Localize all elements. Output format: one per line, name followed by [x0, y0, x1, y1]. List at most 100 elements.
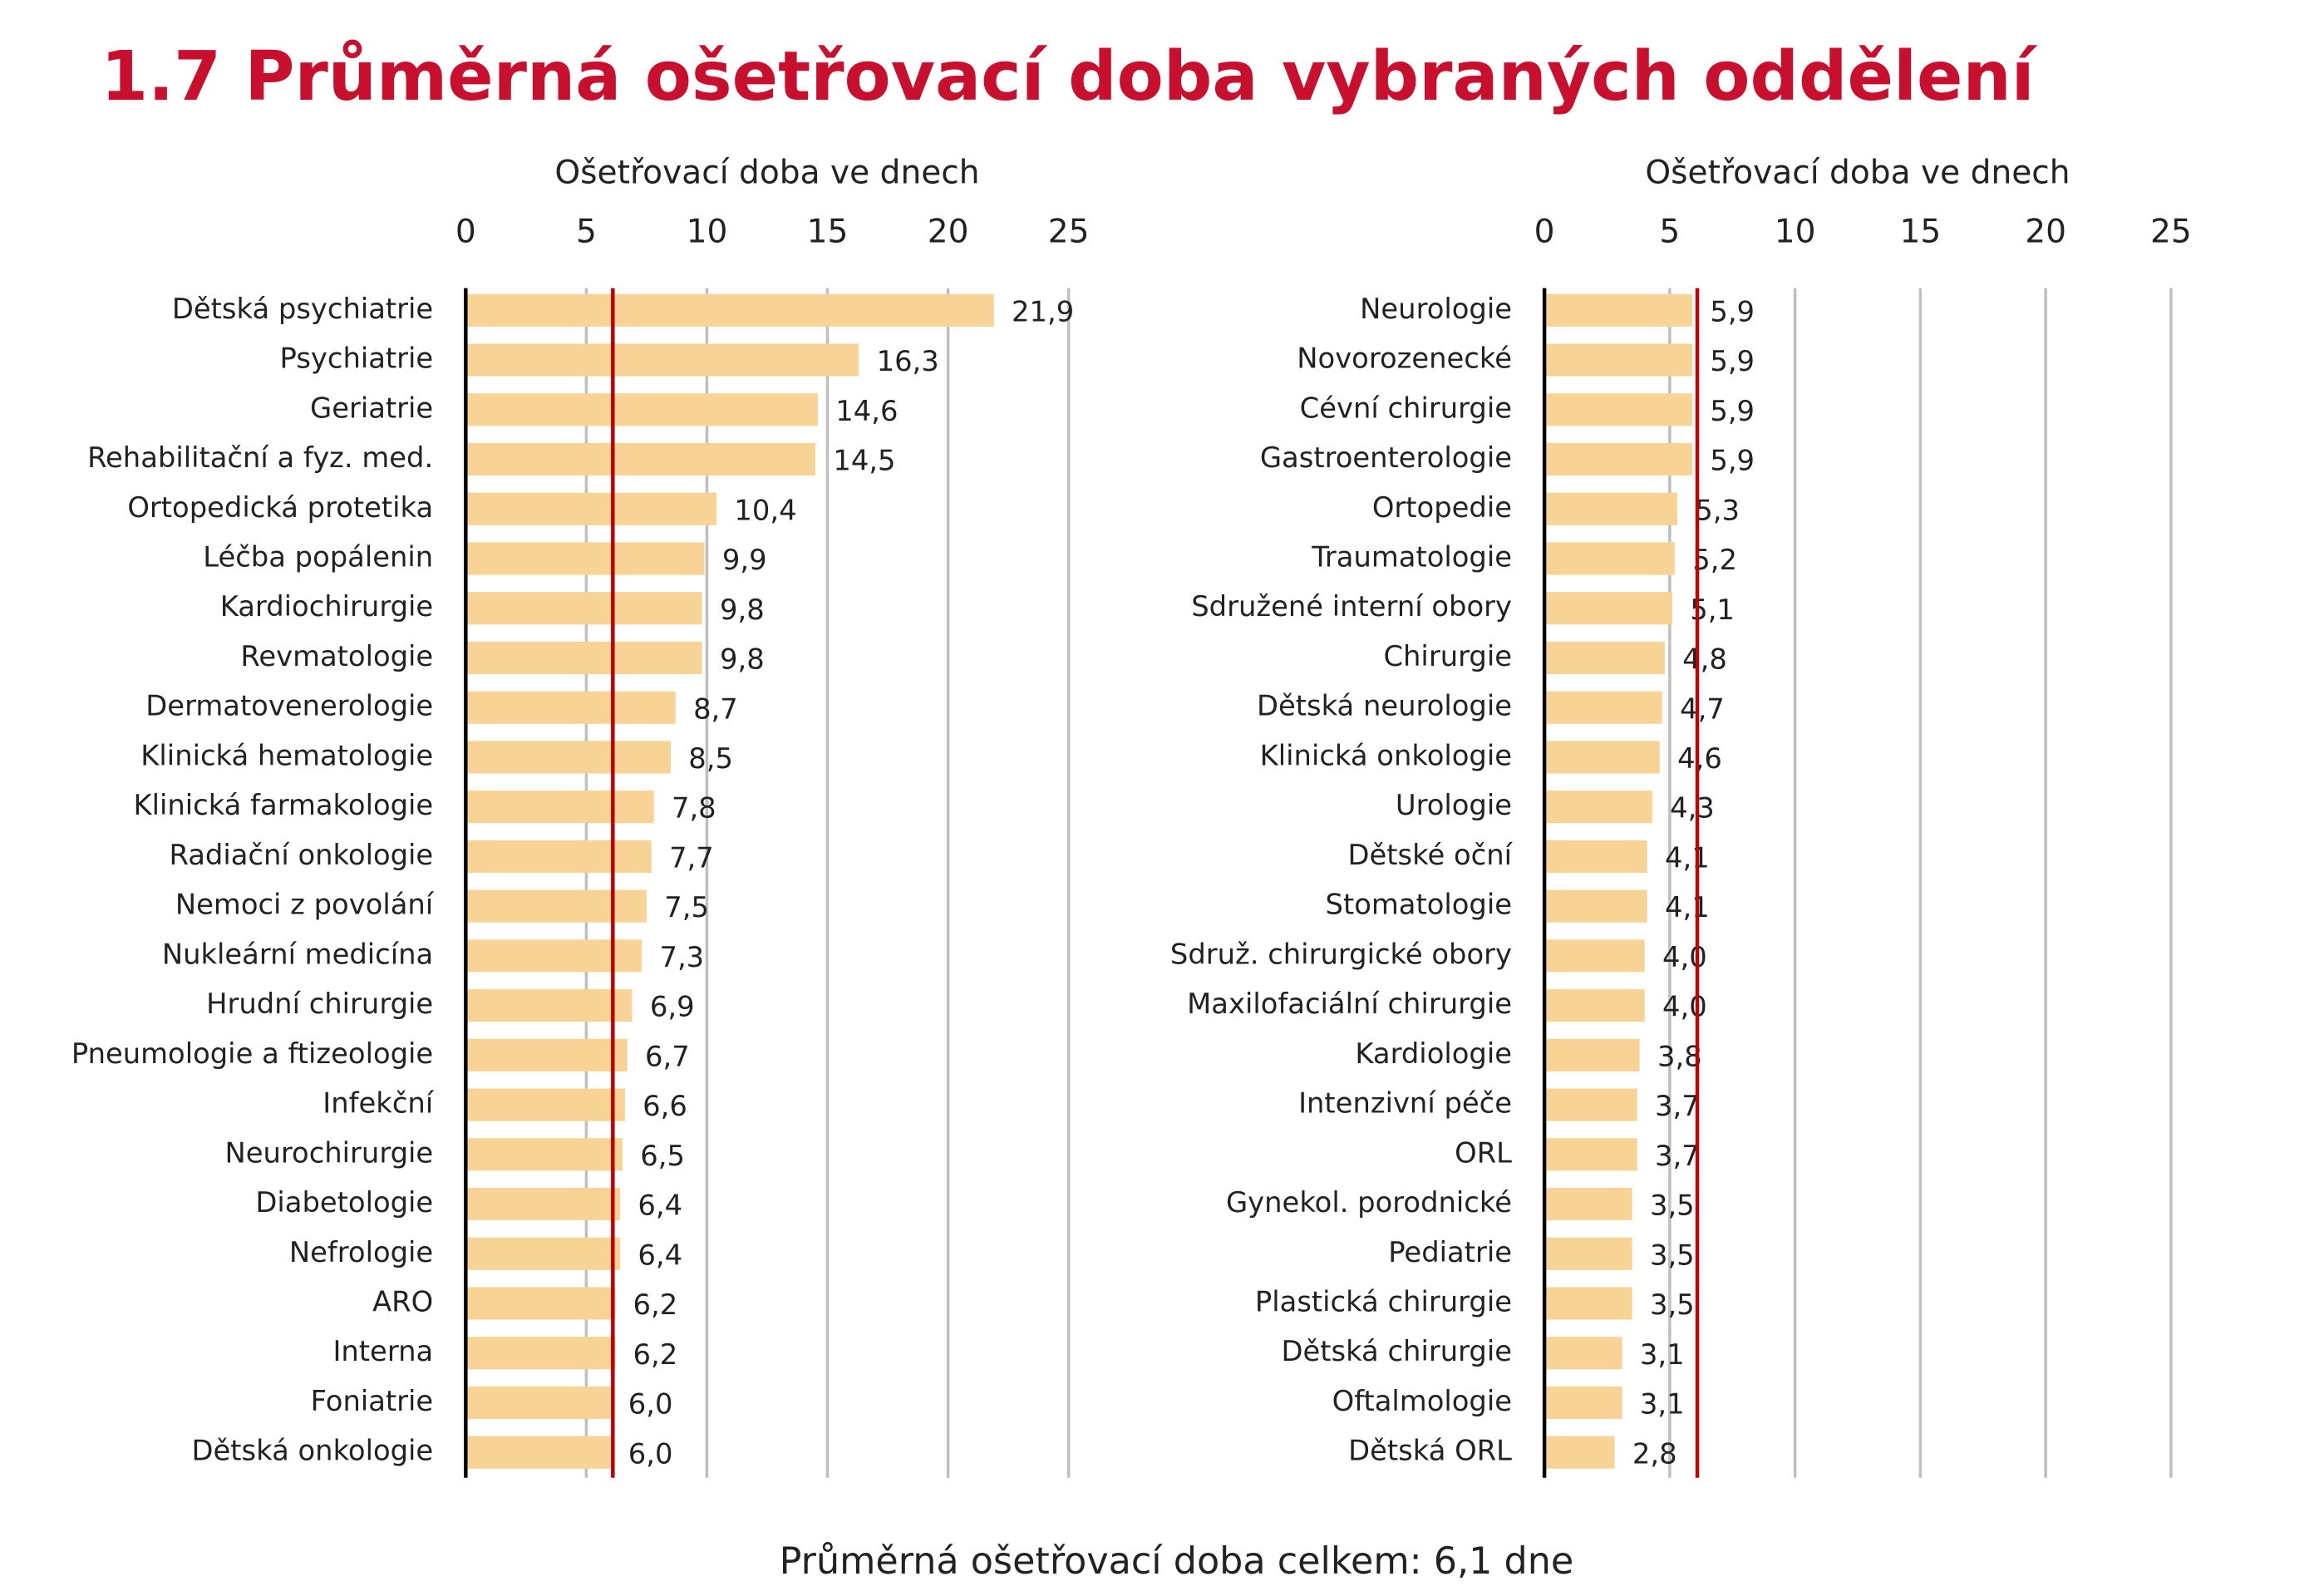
value-label: 6,7 — [645, 1040, 690, 1072]
x-tick-label: 20 — [2025, 213, 2066, 250]
value-label: 4,3 — [1670, 792, 1715, 825]
category-label: Intenzivní péče — [1298, 1087, 1512, 1120]
x-axis-label: Ošetřovací doba ve dnech — [554, 154, 979, 191]
bar — [465, 1088, 625, 1121]
x-tick-label: 10 — [1775, 213, 1816, 250]
category-label: Foniatrie — [311, 1385, 434, 1417]
value-label: 8,5 — [688, 742, 733, 775]
value-label: 7,7 — [669, 841, 714, 874]
value-label: 6,9 — [650, 991, 695, 1023]
category-label: Dětská ORL — [1348, 1435, 1512, 1467]
category-label: ARO — [372, 1286, 433, 1318]
bar — [465, 442, 816, 476]
category-label: Dětské oční — [1348, 839, 1514, 871]
bar — [1544, 1337, 1622, 1370]
bar — [1544, 1436, 1615, 1469]
category-label: Ortopedická protetika — [127, 491, 433, 524]
category-label: Sdružené interní obory — [1191, 590, 1512, 623]
category-label: Urologie — [1396, 789, 1512, 821]
x-tick-label: 25 — [2150, 213, 2192, 250]
x-tick-label: 15 — [807, 213, 849, 250]
page-title: 1.7 Průměrná ošetřovací doba vybraných o… — [101, 37, 2037, 116]
bar — [1544, 442, 1693, 476]
x-axis-label: Ošetřovací doba ve dnech — [1645, 154, 2070, 191]
bar — [465, 641, 702, 675]
bar — [465, 691, 676, 724]
x-tick-label: 5 — [576, 213, 597, 250]
bar — [1544, 492, 1677, 525]
value-label: 2,8 — [1632, 1437, 1677, 1470]
category-label: Radiační onkologie — [170, 839, 434, 871]
bar — [1544, 1038, 1640, 1071]
bar — [1544, 939, 1645, 973]
category-label: Chirurgie — [1383, 640, 1512, 672]
value-label: 14,5 — [833, 445, 895, 477]
category-label: Traumatologie — [1311, 541, 1512, 574]
bar — [465, 939, 643, 973]
value-label: 3,5 — [1650, 1239, 1695, 1271]
bar — [465, 492, 717, 525]
value-label: 3,7 — [1655, 1090, 1700, 1122]
bar — [1544, 1187, 1632, 1221]
x-tick-label: 20 — [928, 213, 969, 250]
value-label: 4,0 — [1662, 941, 1707, 973]
value-label: 5,9 — [1710, 295, 1755, 328]
category-label: Kardiochirurgie — [220, 590, 434, 623]
value-label: 3,5 — [1650, 1288, 1695, 1321]
category-label: Nefrologie — [289, 1236, 433, 1268]
value-label: 10,4 — [734, 494, 796, 526]
bar — [1544, 691, 1662, 724]
category-label: Ortopedie — [1372, 491, 1512, 524]
category-label: Stomatologie — [1326, 889, 1512, 921]
category-label: Oftalmologie — [1332, 1385, 1512, 1417]
value-label: 4,6 — [1677, 742, 1722, 775]
category-label: Dermatovenerologie — [145, 690, 433, 722]
category-label: Novorozenecké — [1297, 342, 1512, 375]
bar — [1544, 1287, 1632, 1320]
value-label: 6,4 — [638, 1190, 682, 1222]
bar — [1544, 393, 1693, 426]
category-label: Revmatologie — [240, 640, 433, 672]
category-label: Klinická onkologie — [1260, 739, 1512, 771]
bar — [1544, 343, 1693, 377]
category-label: Kardiologie — [1355, 1037, 1512, 1070]
bar — [1544, 840, 1647, 873]
value-label: 21,9 — [1012, 295, 1074, 328]
category-label: Psychiatrie — [280, 342, 434, 375]
category-label: Maxilofaciální chirurgie — [1187, 988, 1512, 1020]
category-label: Infekční — [322, 1087, 435, 1120]
bar — [1544, 791, 1652, 824]
bar — [465, 1337, 616, 1370]
category-label: Diabetologie — [255, 1186, 433, 1219]
bar — [465, 293, 994, 327]
value-label: 5,9 — [1710, 445, 1755, 477]
value-label: 3,1 — [1640, 1338, 1685, 1371]
footer-note: Průměrná ošetřovací doba celkem: 6,1 dne — [780, 1540, 1574, 1583]
value-label: 9,9 — [722, 544, 767, 576]
value-label: 9,8 — [720, 594, 765, 626]
category-label: Pediatrie — [1388, 1236, 1512, 1268]
bar — [465, 393, 818, 426]
category-label: Dětská onkologie — [192, 1435, 434, 1467]
category-label: Klinická farmakologie — [133, 789, 433, 821]
bar — [465, 1287, 616, 1320]
bar — [465, 1038, 628, 1071]
value-label: 6,5 — [640, 1140, 685, 1172]
x-tick-label: 25 — [1048, 213, 1090, 250]
x-tick-label: 5 — [1659, 213, 1680, 250]
bar — [1544, 592, 1672, 625]
value-label: 3,5 — [1650, 1190, 1695, 1222]
x-tick-label: 10 — [687, 213, 728, 250]
bar — [1544, 889, 1647, 923]
bar — [465, 1237, 621, 1270]
x-tick-label: 0 — [455, 213, 476, 250]
category-label: Dětská psychiatrie — [172, 293, 433, 325]
category-label: Rehabilitační a fyz. med. — [87, 441, 433, 474]
bar — [1544, 741, 1660, 774]
value-label: 4,0 — [1662, 991, 1707, 1023]
bar — [1544, 1088, 1637, 1121]
value-label: 3,7 — [1655, 1140, 1700, 1172]
value-label: 4,7 — [1680, 692, 1725, 725]
value-label: 14,6 — [835, 395, 898, 427]
